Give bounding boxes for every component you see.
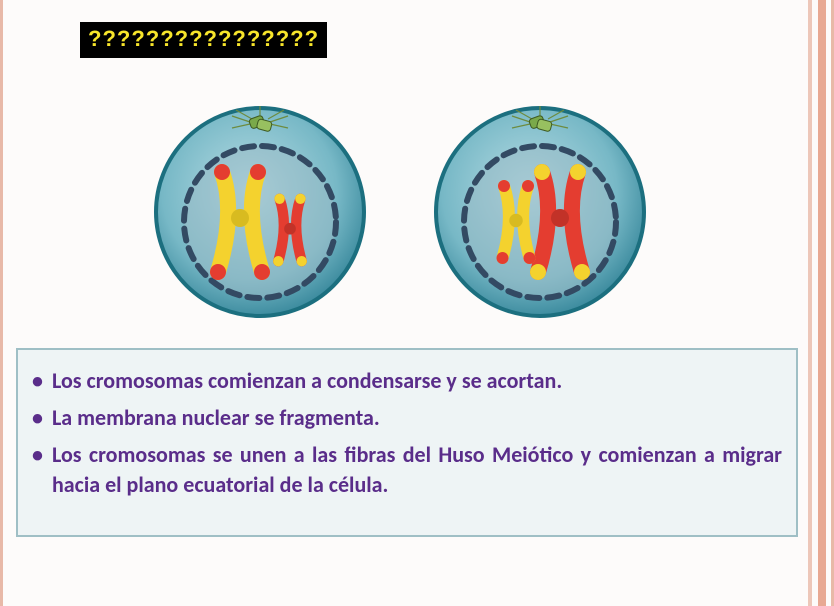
bullet-text: Los cromosomas se unen a las fibras del … xyxy=(52,441,782,499)
cells-diagram xyxy=(0,82,800,332)
cell-right-svg xyxy=(420,82,660,322)
description-box: • Los cromosomas comienzan a condensarse… xyxy=(16,348,798,537)
title-box: ???????????????? xyxy=(80,22,327,58)
bullet-item: • Los cromosomas se unen a las fibras de… xyxy=(32,440,782,502)
theme-stripe-inner xyxy=(808,0,812,606)
cell-left-svg xyxy=(140,82,380,322)
bullet-list: • Los cromosomas comienzan a condensarse… xyxy=(32,366,782,501)
bullet-dot-icon: • xyxy=(32,366,43,397)
title-text: ???????????????? xyxy=(88,26,319,51)
bullet-item: • Los cromosomas comienzan a condensarse… xyxy=(32,366,782,397)
bullet-text: Los cromosomas comienzan a condensarse y… xyxy=(52,367,562,394)
bullet-text: La membrana nuclear se fragmenta. xyxy=(52,404,380,431)
bullet-dot-icon: • xyxy=(32,440,43,471)
bullet-dot-icon: • xyxy=(32,403,43,434)
cell-left xyxy=(140,82,380,322)
cell-right xyxy=(420,82,660,322)
theme-stripe-mid xyxy=(818,0,826,606)
bullet-item: • La membrana nuclear se fragmenta. xyxy=(32,403,782,434)
slide: ???????????????? xyxy=(0,0,834,606)
